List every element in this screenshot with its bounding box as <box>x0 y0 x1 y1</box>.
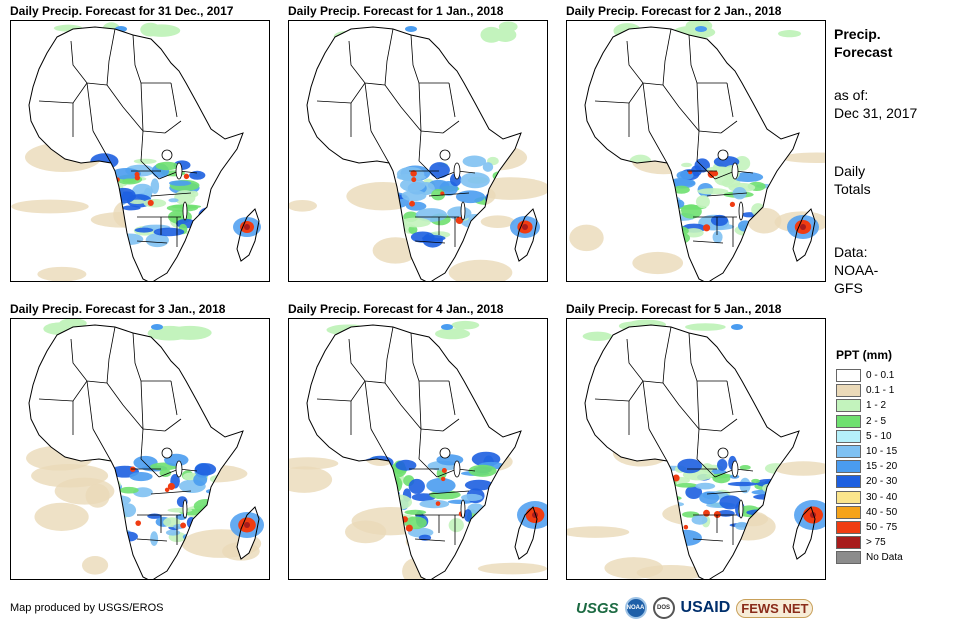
panel-title: Daily Precip. Forecast for 3 Jan., 2018 <box>10 302 226 316</box>
legend-item: 15 - 20 <box>836 459 903 474</box>
state-dept-logo: DOS <box>652 597 675 619</box>
legend-item: 2 - 5 <box>836 414 903 429</box>
legend-label: 20 - 30 <box>866 476 898 488</box>
totals-line: Daily <box>834 163 866 179</box>
africa-precip-map <box>10 20 270 282</box>
agency-logos: USGS NOAA DOS USAID FEWS NET <box>576 594 814 622</box>
legend-label: 15 - 20 <box>866 461 898 473</box>
africa-precip-map <box>288 318 548 580</box>
map-panel-31-dec: Daily Precip. Forecast for 31 Dec., 2017 <box>10 4 276 284</box>
data-line: GFS <box>834 280 863 296</box>
panel-title: Daily Precip. Forecast for 2 Jan., 2018 <box>566 4 782 18</box>
legend-label: 1 - 2 <box>866 400 887 412</box>
map-panel-5-jan: Daily Precip. Forecast for 5 Jan., 2018 <box>566 302 832 582</box>
legend-label: 50 - 75 <box>866 521 898 533</box>
heading-line: Precip. <box>834 26 881 42</box>
panel-title: Daily Precip. Forecast for 31 Dec., 2017 <box>10 4 234 18</box>
legend-item: 1 - 2 <box>836 398 903 413</box>
usaid-logo: USAID <box>680 599 731 616</box>
legend-item: 30 - 40 <box>836 490 903 505</box>
asof-label: as of: <box>834 87 869 103</box>
legend-swatch <box>836 414 861 428</box>
legend-swatch <box>836 429 861 443</box>
side-heading: Precip. Forecast <box>834 25 892 61</box>
map-panel-3-jan: Daily Precip. Forecast for 3 Jan., 2018 <box>10 302 276 582</box>
legend-item: 0.1 - 1 <box>836 383 903 398</box>
legend-label: > 75 <box>866 537 886 549</box>
legend-label: 40 - 50 <box>866 506 898 518</box>
legend-swatch <box>836 505 861 519</box>
usgs-logo: USGS <box>576 599 619 617</box>
legend-label: 2 - 5 <box>866 415 887 427</box>
map-panel-4-jan: Daily Precip. Forecast for 4 Jan., 2018 <box>288 302 554 582</box>
legend-item: 0 - 0.1 <box>836 368 903 383</box>
totals-line: Totals <box>834 181 871 197</box>
africa-precip-map <box>10 318 270 580</box>
legend-label: No Data <box>866 552 903 564</box>
legend-swatch <box>836 399 861 413</box>
legend-title: PPT (mm) <box>836 348 893 362</box>
legend-item: 10 - 15 <box>836 444 903 459</box>
legend-item: > 75 <box>836 535 903 550</box>
panel-title: Daily Precip. Forecast for 5 Jan., 2018 <box>566 302 782 316</box>
map-credit: Map produced by USGS/EROS <box>10 602 164 614</box>
legend-swatch <box>836 475 861 489</box>
side-data-source: Data: NOAA- GFS <box>834 243 878 297</box>
legend-item: 40 - 50 <box>836 505 903 520</box>
legend-swatch <box>836 490 861 504</box>
legend-label: 10 - 15 <box>866 446 898 458</box>
legend-swatch <box>836 369 861 383</box>
map-panel-2-jan: Daily Precip. Forecast for 2 Jan., 2018 <box>566 4 832 284</box>
side-asof: as of: Dec 31, 2017 <box>834 86 917 122</box>
legend-label: 5 - 10 <box>866 430 892 442</box>
data-line: Data: <box>834 244 868 260</box>
legend-item: 20 - 30 <box>836 474 903 489</box>
legend: 0 - 0.1 0.1 - 1 1 - 2 2 - 5 5 - 10 10 - … <box>836 368 903 565</box>
fews-net-logo: FEWS NET <box>736 598 814 618</box>
panel-title: Daily Precip. Forecast for 1 Jan., 2018 <box>288 4 504 18</box>
africa-precip-map <box>288 20 548 282</box>
legend-label: 30 - 40 <box>866 491 898 503</box>
legend-item: 50 - 75 <box>836 520 903 535</box>
panel-title: Daily Precip. Forecast for 4 Jan., 2018 <box>288 302 504 316</box>
africa-precip-map <box>566 318 826 580</box>
legend-swatch <box>836 384 861 398</box>
legend-label: 0.1 - 1 <box>866 385 895 397</box>
heading-line: Forecast <box>834 44 893 60</box>
legend-item: 5 - 10 <box>836 429 903 444</box>
data-line: NOAA- <box>834 262 879 278</box>
noaa-logo: NOAA <box>624 597 647 619</box>
legend-swatch <box>836 551 861 565</box>
legend-label: 0 - 0.1 <box>866 370 895 382</box>
legend-swatch <box>836 536 861 550</box>
legend-swatch <box>836 460 861 474</box>
map-panel-1-jan: Daily Precip. Forecast for 1 Jan., 2018 <box>288 4 554 284</box>
legend-swatch <box>836 445 861 459</box>
legend-item: No Data <box>836 550 903 565</box>
asof-date: Dec 31, 2017 <box>834 105 918 121</box>
side-totals: Daily Totals <box>834 162 871 198</box>
africa-precip-map <box>566 20 826 282</box>
legend-swatch <box>836 520 861 534</box>
